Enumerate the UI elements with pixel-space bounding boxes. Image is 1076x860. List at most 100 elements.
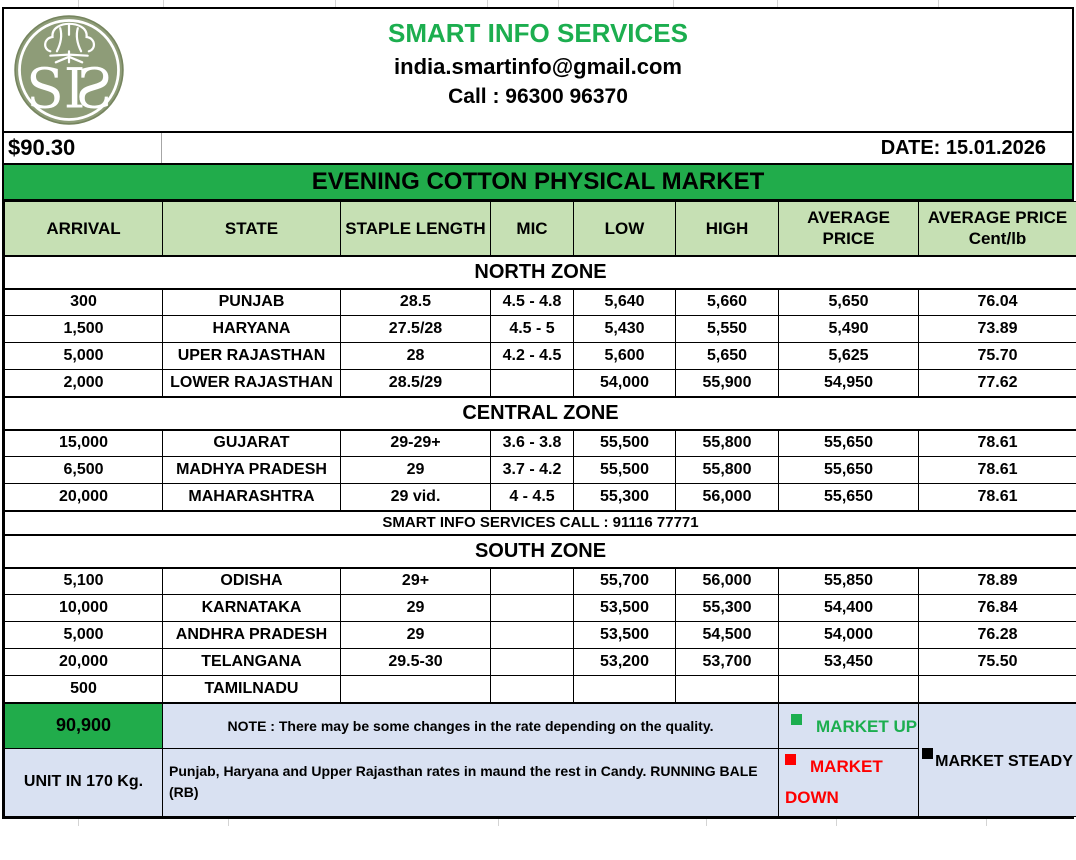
cell-average-price: 5,490 bbox=[778, 315, 919, 343]
report-date: DATE: 15.01.2026 bbox=[880, 136, 1046, 159]
cell-mic: 4.5 - 5 bbox=[490, 315, 574, 343]
table-row: 5,000 UPER RAJASTHAN 28 4.2 - 4.5 5,600 5,650… bbox=[4, 342, 1076, 370]
cell-low: 53,500 bbox=[573, 621, 676, 649]
footer-row-unit: UNIT IN 170 Kg. Punjab, Haryana and Uppe… bbox=[4, 748, 1076, 817]
green-square-icon bbox=[791, 714, 802, 726]
cell-arrival: 5,000 bbox=[4, 342, 163, 370]
cell-staple-length: 29.5-30 bbox=[340, 648, 491, 676]
cell-mic: 3.7 - 4.2 bbox=[490, 456, 574, 484]
cell-staple-length: 29 bbox=[340, 621, 491, 649]
cell-low bbox=[573, 675, 676, 703]
table-row: 500 TAMILNADU bbox=[4, 675, 1076, 703]
gridline bbox=[558, 0, 559, 7]
report-banner: EVENING COTTON PHYSICAL MARKET bbox=[4, 163, 1072, 201]
cell-staple-length: 28.5 bbox=[340, 288, 491, 316]
cell-arrival: 1,500 bbox=[4, 315, 163, 343]
report-header: SI S SMART INFO SERVICES india.smartinfo… bbox=[4, 9, 1072, 131]
table-row: 5,100 ODISHA 29+ 55,700 56,000 55,850 78.89 bbox=[4, 567, 1076, 595]
table-row: 5,000 ANDHRA PRADESH 29 53,500 54,500 54,000 7… bbox=[4, 621, 1076, 649]
column-header-staple-length: STAPLE LENGTH bbox=[340, 201, 491, 257]
cell-high: 5,550 bbox=[675, 315, 779, 343]
cell-staple-length: 29 bbox=[340, 594, 491, 622]
cell-staple-length: 28 bbox=[340, 342, 491, 370]
cell-mic bbox=[490, 621, 574, 649]
cell-low: 5,640 bbox=[573, 288, 676, 316]
unit-note-cell: Punjab, Haryana and Upper Rajasthan rate… bbox=[162, 748, 779, 817]
avg-price-line2: Cent/lb bbox=[968, 229, 1027, 249]
market-down-label: MARKET DOWN bbox=[785, 757, 883, 808]
avg-price-line1: AVERAGE PRICE bbox=[927, 208, 1068, 227]
call-note: SMART INFO SERVICES CALL : 91116 77771 bbox=[4, 509, 1076, 536]
table-row: 6,500 MADHYA PRADESH 29 3.7 - 4.2 55,500 55,8… bbox=[4, 456, 1076, 484]
column-header-arrival: ARRIVAL bbox=[4, 201, 163, 257]
total-arrival-cell: 90,900 bbox=[4, 701, 163, 749]
cell-average-price-cent-lb: 78.61 bbox=[918, 456, 1076, 484]
table-footer: 90,900 NOTE : There may be some changes … bbox=[4, 701, 1076, 817]
market-steady-cell: MARKET STEADY bbox=[918, 701, 1076, 817]
table-row: 2,000 LOWER RAJASTHAN 28.5/29 54,000 55,900 5… bbox=[4, 369, 1076, 397]
spreadsheet-gridlines-bottom bbox=[0, 818, 1076, 826]
cell-staple-length: 29-29+ bbox=[340, 429, 491, 457]
cell-high: 53,700 bbox=[675, 648, 779, 676]
cell-average-price bbox=[778, 675, 919, 703]
table-row: 20,000 TELANGANA 29.5-30 53,200 53,700 53,450… bbox=[4, 648, 1076, 676]
cell-arrival: 20,000 bbox=[4, 648, 163, 676]
cell-high bbox=[675, 675, 779, 703]
cell-mic: 4 - 4.5 bbox=[490, 483, 574, 511]
column-header-low: LOW bbox=[573, 201, 676, 257]
cell-mic: 4.2 - 4.5 bbox=[490, 342, 574, 370]
cell-low: 53,500 bbox=[573, 594, 676, 622]
cell-average-price: 54,400 bbox=[778, 594, 919, 622]
gridline bbox=[706, 818, 707, 826]
gridline bbox=[163, 0, 164, 7]
spreadsheet-gridlines-top bbox=[0, 0, 1076, 7]
cell-average-price: 54,000 bbox=[778, 621, 919, 649]
cell-staple-length: 28.5/29 bbox=[340, 369, 491, 397]
market-up-label: MARKET UP bbox=[816, 717, 918, 737]
cell-arrival: 5,000 bbox=[4, 621, 163, 649]
cell-state: ODISHA bbox=[162, 567, 341, 595]
usd-price: $90.30 bbox=[4, 133, 162, 163]
red-square-icon bbox=[785, 754, 796, 765]
cell-state: GUJARAT bbox=[162, 429, 341, 457]
cell-average-price-cent-lb: 76.04 bbox=[918, 288, 1076, 316]
cell-staple-length: 27.5/28 bbox=[340, 315, 491, 343]
gridline bbox=[498, 818, 499, 826]
cell-arrival: 15,000 bbox=[4, 429, 163, 457]
cell-mic bbox=[490, 369, 574, 397]
cell-low: 55,300 bbox=[573, 483, 676, 511]
cell-arrival: 300 bbox=[4, 288, 163, 316]
gridline bbox=[938, 0, 939, 7]
cell-arrival: 10,000 bbox=[4, 594, 163, 622]
footer-row-note: 90,900 NOTE : There may be some changes … bbox=[4, 701, 1076, 817]
cell-arrival: 20,000 bbox=[4, 483, 163, 511]
column-header-high: HIGH bbox=[675, 201, 779, 257]
cell-average-price-cent-lb bbox=[918, 675, 1076, 703]
market-table: ARRIVAL STATE STAPLE LENGTH MIC LOW HIGH… bbox=[4, 201, 1076, 817]
market-down-cell: MARKET DOWN bbox=[778, 748, 919, 817]
gridline bbox=[78, 0, 79, 7]
cell-state: MAHARASHTRA bbox=[162, 483, 341, 511]
cell-high: 56,000 bbox=[675, 567, 779, 595]
cell-average-price: 5,625 bbox=[778, 342, 919, 370]
cotton-boll-icon bbox=[44, 22, 95, 64]
svg-text:S: S bbox=[75, 56, 113, 120]
cell-low: 55,700 bbox=[573, 567, 676, 595]
zone-header-row: CENTRAL ZONE bbox=[4, 395, 1076, 431]
company-email: india.smartinfo@gmail.com bbox=[394, 54, 682, 80]
zone-header-row: SOUTH ZONE bbox=[4, 533, 1076, 569]
gridline bbox=[986, 818, 987, 826]
cell-average-price: 53,450 bbox=[778, 648, 919, 676]
cell-state: TAMILNADU bbox=[162, 675, 341, 703]
cell-arrival: 6,500 bbox=[4, 456, 163, 484]
cell-low: 55,500 bbox=[573, 429, 676, 457]
cell-state: PUNJAB bbox=[162, 288, 341, 316]
company-phone: Call : 96300 96370 bbox=[448, 84, 628, 108]
zone-title: CENTRAL ZONE bbox=[4, 395, 1076, 431]
cell-state: UPER RAJASTHAN bbox=[162, 342, 341, 370]
cell-state: HARYANA bbox=[162, 315, 341, 343]
cell-state: LOWER RAJASTHAN bbox=[162, 369, 341, 397]
cell-low: 54,000 bbox=[573, 369, 676, 397]
cell-mic bbox=[490, 648, 574, 676]
